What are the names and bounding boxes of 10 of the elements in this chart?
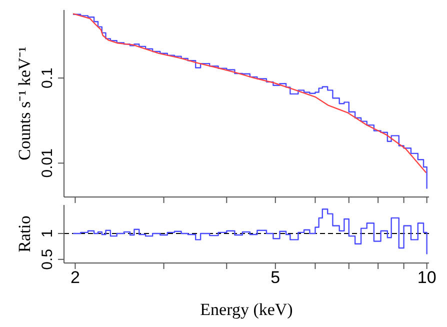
y-tick-label: 1 (39, 229, 56, 238)
x-tick-label: 5 (270, 268, 280, 288)
x-tick-label: 10 (417, 268, 436, 288)
y-axis-title: Counts s⁻¹ keV⁻¹ (15, 46, 34, 160)
y-axis-title: Ratio (15, 216, 34, 252)
y-tick-label: 0.1 (39, 68, 56, 88)
y-tick-label: 0.5 (39, 248, 56, 270)
x-axis-title: Energy (keV) (200, 300, 293, 319)
x-tick-label: 2 (70, 268, 80, 288)
y-tick-label: 0.01 (39, 148, 56, 178)
